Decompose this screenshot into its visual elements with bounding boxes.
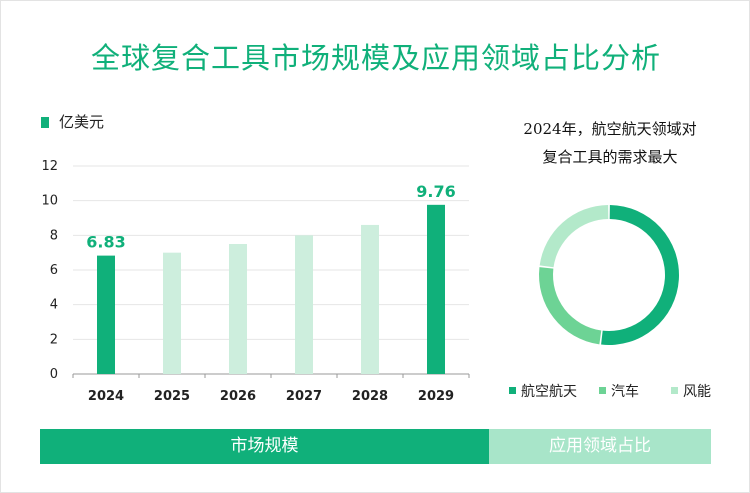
- legend-swatch-aerospace: [509, 387, 516, 394]
- legend-swatch-auto: [599, 387, 606, 394]
- y-tick-label: 12: [41, 159, 58, 174]
- bar-2029: [427, 204, 445, 374]
- page-title: 全球复合工具市场规模及应用领域占比分析: [90, 41, 661, 75]
- bar-2028: [361, 224, 379, 374]
- donut-title: 2024年，航空航天领域对 复合工具的需求最大: [487, 115, 733, 171]
- y-tick-label: 2: [50, 332, 58, 347]
- legend-item-wind: 风能: [671, 381, 711, 401]
- donut-slice-2: [539, 205, 609, 268]
- bar-2024: [97, 255, 115, 374]
- bar-2027: [295, 235, 313, 374]
- y-tick-label: 4: [50, 298, 58, 313]
- x-tick-label: 2026: [220, 389, 256, 404]
- x-tick-label: 2029: [418, 389, 454, 404]
- footer-market-size: 市场规模: [40, 429, 489, 464]
- legend-label-wind: 风能: [683, 384, 711, 400]
- y-tick-label: 0: [50, 367, 58, 382]
- legend-item-aerospace: 航空航天: [509, 381, 577, 401]
- legend-swatch-wind: [671, 387, 678, 394]
- unit-label: 亿美元: [59, 113, 105, 131]
- x-tick-label: 2025: [154, 389, 190, 404]
- y-tick-label: 8: [50, 228, 58, 243]
- unit-legend: 亿美元: [41, 111, 104, 132]
- y-tick-label: 10: [41, 194, 58, 209]
- legend-label-auto: 汽车: [611, 384, 639, 400]
- bar-2026: [229, 244, 247, 374]
- unit-legend-swatch: [41, 117, 49, 128]
- donut-slice-1: [539, 267, 602, 345]
- legend-item-auto: 汽车: [599, 381, 639, 401]
- legend-label-aerospace: 航空航天: [521, 384, 577, 400]
- bar-chart: 0 2 4 6 8 10 12 2024 6.83 2025 2026 2027 2028 2029 9.7…: [41, 159, 470, 404]
- donut-title-line1: 2024年，航空航天领域对: [523, 120, 697, 138]
- bar-2025: [163, 252, 181, 374]
- x-tick-label: 2024: [88, 389, 124, 404]
- x-tick-label: 2028: [352, 389, 388, 404]
- data-label-2029: 9.76: [416, 182, 455, 201]
- donut-slice-0: [601, 205, 679, 345]
- y-tick-label: 6: [50, 263, 58, 278]
- data-label-2024: 6.83: [86, 233, 125, 252]
- donut-chart: [539, 205, 679, 345]
- donut-title-line2: 复合工具的需求最大: [542, 148, 678, 166]
- footer-application-share: 应用领域占比: [489, 429, 711, 464]
- x-tick-label: 2027: [286, 389, 322, 404]
